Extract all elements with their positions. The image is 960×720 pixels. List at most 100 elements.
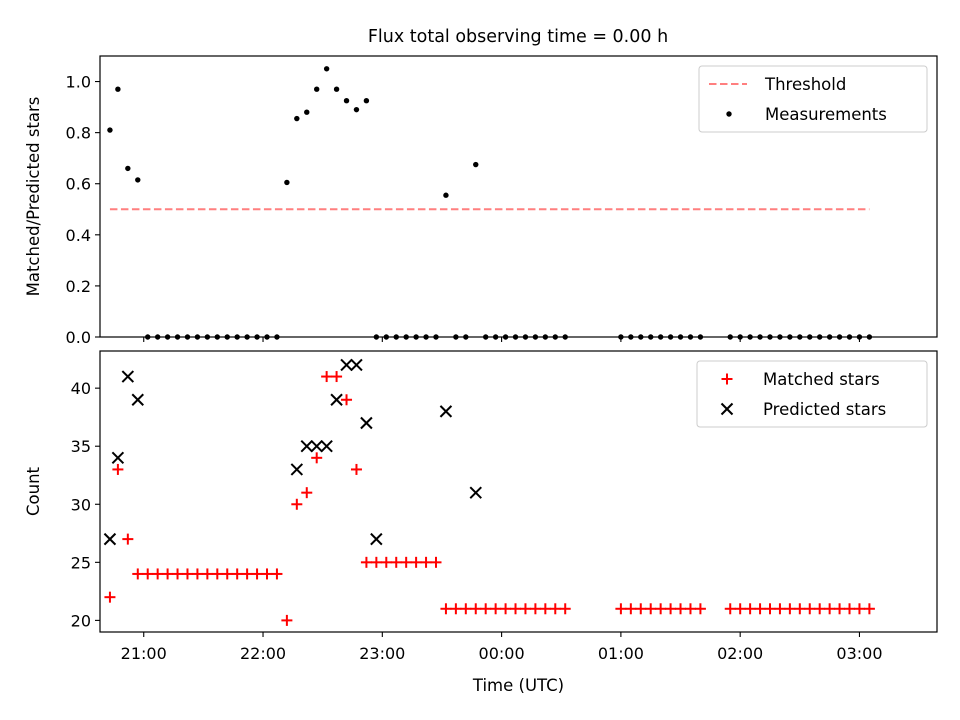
matched-star-point	[251, 568, 263, 580]
measurement-point	[473, 161, 479, 168]
matched-star-point	[291, 498, 303, 510]
predicted-star-point	[131, 393, 144, 406]
matched-star-point	[655, 603, 667, 615]
matched-star-point	[500, 603, 512, 615]
measurement-point	[314, 86, 320, 92]
matched-star-point	[321, 371, 333, 383]
matched-star-point	[635, 603, 647, 615]
legend-label: Measurements	[765, 105, 887, 124]
matched-star-point	[824, 603, 836, 615]
y-tick-label: 1.0	[66, 73, 91, 92]
matched-star-point	[724, 603, 736, 615]
matched-star-point	[191, 568, 203, 580]
legend-box	[698, 65, 928, 133]
y-tick-label: 40	[71, 379, 91, 398]
y-axis-label: Matched/Predicted stars	[24, 97, 43, 297]
matched-star-point	[834, 603, 846, 615]
matched-star-point	[162, 568, 174, 580]
matched-star-point	[281, 614, 293, 626]
matched-star-point	[181, 568, 193, 580]
matched-star-point	[734, 603, 746, 615]
matched-star-point	[261, 568, 273, 580]
matched-star-point	[420, 556, 432, 568]
matched-star-point	[301, 487, 313, 499]
y-tick-label: 0.0	[66, 328, 91, 347]
y-tick-label: 0.6	[66, 175, 91, 194]
matched-star-point	[625, 603, 637, 615]
matched-star-point	[231, 568, 243, 580]
matched-star-point	[201, 568, 213, 580]
y-tick-label: 35	[71, 437, 91, 456]
matched-star-point	[529, 603, 541, 615]
x-tick-label: 00:00	[479, 644, 525, 663]
matched-star-point	[774, 603, 786, 615]
matched-star-point	[853, 603, 865, 615]
measurement-point	[343, 98, 350, 104]
matched-star-point	[440, 603, 452, 615]
y-tick-label: 0.8	[66, 124, 91, 143]
x-tick-label: 02:00	[717, 644, 763, 663]
matched-star-point	[410, 556, 422, 568]
matched-star-point	[804, 603, 816, 615]
matched-star-point	[172, 568, 184, 580]
matched-star-point	[331, 371, 343, 383]
legend: Threshold Measurements	[698, 65, 928, 133]
x-tick-label: 01:00	[598, 644, 644, 663]
measurement-point	[304, 109, 310, 115]
matched-star-point	[112, 463, 124, 475]
x-tick-label: 21:00	[121, 644, 167, 663]
measurement-point	[135, 177, 141, 183]
legend-predicted-swatch	[720, 402, 734, 416]
measurement-point	[363, 98, 370, 104]
measurement-point	[443, 192, 449, 198]
matched-star-point	[863, 603, 875, 615]
matched-star-point	[152, 568, 164, 580]
x-tick-label: 23:00	[359, 644, 405, 663]
axes-frame	[99, 350, 938, 633]
matched-star-point	[241, 568, 253, 580]
matched-star-point	[665, 603, 677, 615]
matched-star-point	[380, 556, 392, 568]
matched-star-point	[400, 556, 412, 568]
matched-star-point	[370, 556, 382, 568]
matched-star-point	[104, 591, 116, 603]
star-count-panel: 20 25 30 35 40 21:00 22:00 23:00 00:00 01:00 02:00…	[24, 350, 938, 695]
matched-star-point	[271, 568, 283, 580]
matched-star-point	[844, 603, 856, 615]
predicted-star-point	[310, 440, 323, 453]
matched-star-point	[460, 603, 472, 615]
measurement-point	[333, 86, 340, 92]
predicted-star-point	[121, 370, 135, 383]
matched-star-point	[311, 452, 323, 464]
matched-star-point	[814, 603, 826, 615]
matched-star-point	[470, 603, 482, 615]
matched-star-point	[211, 568, 223, 580]
matched-star-point	[350, 463, 362, 475]
matched-star-point	[341, 394, 353, 406]
predicted-star-point	[370, 532, 383, 546]
figure-title: Flux total observing time = 0.00 h	[368, 27, 668, 47]
matched-star-point	[744, 603, 756, 615]
legend-label: Predicted stars	[763, 400, 886, 419]
axes-frame	[99, 55, 938, 338]
matched-star-point	[694, 603, 706, 615]
measurement-point	[294, 115, 300, 122]
legend-measurements-swatch	[726, 111, 732, 117]
y-axis-label: Count	[24, 466, 43, 516]
matched-star-point	[784, 603, 796, 615]
matched-star-point	[519, 603, 531, 615]
y-tick-label: 25	[71, 553, 91, 572]
matched-star-point	[764, 603, 776, 615]
predicted-star-point	[340, 358, 353, 372]
legend-label: Threshold	[764, 75, 846, 94]
y-tick-label: 20	[71, 611, 91, 630]
measurement-point	[323, 66, 330, 72]
predicted-star-point	[300, 440, 313, 453]
predicted-star-point	[360, 416, 373, 430]
matched-star-point	[539, 603, 551, 615]
measurement-point	[115, 86, 121, 92]
legend: Matched stars Predicted stars	[696, 360, 928, 428]
predicted-star-point	[469, 486, 482, 499]
predicted-star-point	[439, 405, 453, 418]
legend-matched-swatch	[721, 373, 733, 385]
